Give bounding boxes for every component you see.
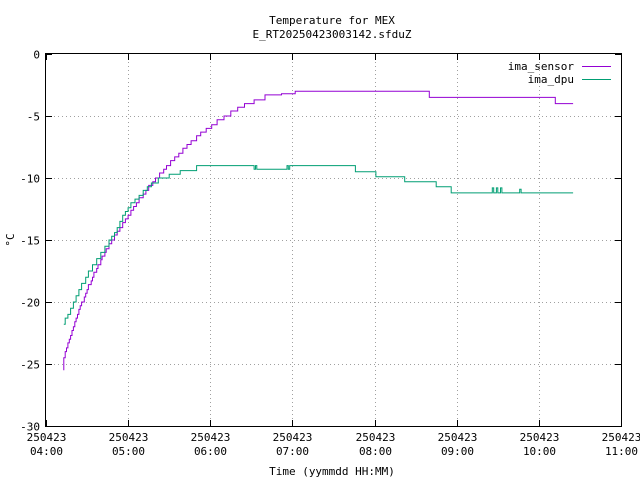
legend-label: ima_dpu (528, 73, 574, 86)
x-tick-date-label: 250423 (356, 431, 396, 444)
x-tick-time-label: 05:00 (112, 445, 145, 458)
x-tick-date-label: 250423 (438, 431, 478, 444)
y-axis-ticks: -30 -25 -20 -15 -10 -5 0 (20, 49, 621, 434)
x-axis-label: Time (yymmdd HH:MM) (269, 465, 395, 478)
x-tick-time-label: 07:00 (276, 445, 309, 458)
chart-title: Temperature for MEX (269, 14, 395, 27)
x-axis-ticks: 25042304:0025042305:0025042306:002504230… (27, 54, 640, 458)
y-tick-label: -5 (27, 111, 40, 124)
x-tick-date-label: 250423 (520, 431, 560, 444)
x-tick-date-label: 250423 (273, 431, 313, 444)
legend-label: ima_sensor (508, 60, 575, 73)
y-tick-label: 0 (33, 49, 40, 62)
chart-subtitle: E_RT20250423003142.sfduZ (253, 28, 412, 41)
x-tick-date-label: 250423 (109, 431, 149, 444)
x-tick-time-label: 06:00 (194, 445, 227, 458)
x-tick-time-label: 04:00 (30, 445, 63, 458)
y-axis-label: °C (4, 233, 17, 246)
series-line-ima_sensor (63, 90, 574, 371)
y-tick-label: -10 (20, 173, 40, 186)
y-tick-label: -15 (20, 235, 40, 248)
x-tick-date-label: 250423 (27, 431, 67, 444)
plot-frame (45, 53, 622, 427)
y-tick-label: -25 (20, 359, 40, 372)
series-lines (63, 90, 574, 371)
y-tick-label: -20 (20, 297, 40, 310)
series-line-ima_dpu (63, 165, 574, 325)
x-tick-date-label: 250423 (191, 431, 231, 444)
x-tick-time-label: 10:00 (523, 445, 556, 458)
x-tick-date-label: 250423 (602, 431, 640, 444)
x-tick-time-label: 11:00 (605, 445, 638, 458)
y-tick-label: -30 (20, 421, 40, 434)
x-tick-time-label: 08:00 (359, 445, 392, 458)
x-tick-time-label: 09:00 (441, 445, 474, 458)
